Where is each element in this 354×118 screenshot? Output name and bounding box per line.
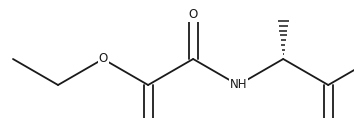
Text: NH: NH — [229, 78, 247, 91]
Text: O: O — [189, 8, 198, 21]
Text: O: O — [98, 53, 108, 65]
